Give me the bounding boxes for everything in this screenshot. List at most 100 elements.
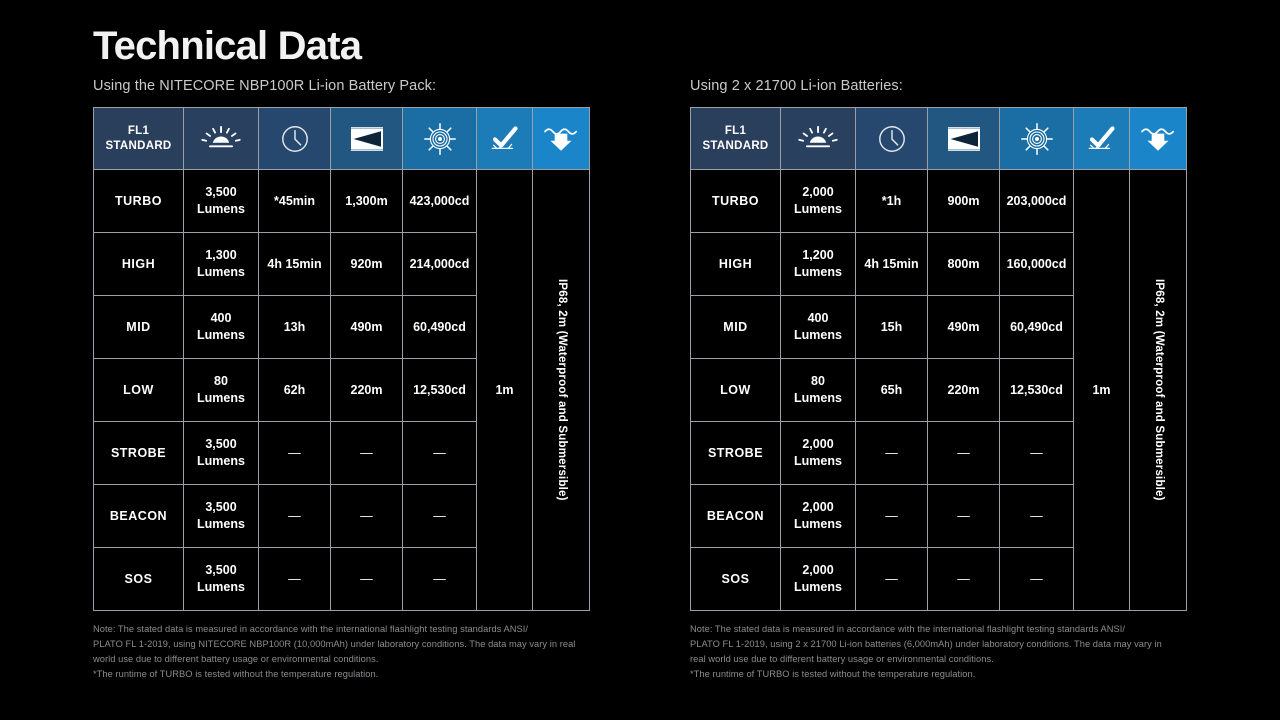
output-value: 3,500 [205,500,237,515]
table-row: STROBE 3,500 Lumens — — — [93,421,590,485]
impact-resistance-cell: 1m [1073,169,1130,611]
spec-panel-21700: Using 2 x 21700 Li-ion Batteries: FL1 STA… [690,78,1187,682]
footnote-line: PLATO FL 1-2019, using NITECORE NBP100R … [93,639,576,650]
peak-beam-intensity-icon-glyph [1000,108,1073,169]
runtime-clock-icon-glyph [259,108,330,169]
beam-distance-cell: 800m [927,232,1000,296]
spec-table-container: FL1 STANDARD [93,107,590,611]
footnote-line: *The runtime of TURBO is tested without … [690,669,976,680]
light-output-cell: 3,500 Lumens [183,547,259,611]
light-output-icon-glyph [781,108,855,169]
light-output-cell: 3,500 Lumens [183,421,259,485]
light-output-cell: 3,500 Lumens [183,484,259,548]
light-output-cell: 1,300 Lumens [183,232,259,296]
light-output-cell: 80 Lumens [780,358,856,422]
footnote-line: PLATO FL 1-2019, using 2 x 21700 Li-ion … [690,639,1162,650]
peak-intensity-cell: — [402,547,477,611]
peak-intensity-cell: 60,490cd [402,295,477,359]
beam-distance-cell: 920m [330,232,403,296]
peak-intensity-cell: — [999,421,1074,485]
peak-intensity-cell: — [999,484,1074,548]
runtime-cell: 62h [258,358,331,422]
fl1-line: FL1 [127,125,150,138]
table-row: LOW 80 Lumens 62h 220m 12,530cd [93,358,590,422]
table-row: BEACON 3,500 Lumens — — — [93,484,590,548]
mode-cell: SOS [690,547,781,611]
beam-distance-cell: — [330,421,403,485]
output-unit: Lumens [197,265,245,279]
impact-resistance-cell: 1m [476,169,533,611]
light-output-cell: 2,000 Lumens [780,484,856,548]
output-value: 3,500 [205,185,237,200]
footnote: Note: The stated data is measured in acc… [93,622,587,682]
light-output-cell: 2,000 Lumens [780,547,856,611]
runtime-cell: 13h [258,295,331,359]
peak-intensity-cell: 203,000cd [999,169,1074,233]
mode-cell: TURBO [690,169,781,233]
impact-resistance-icon [476,107,533,170]
output-value: 3,500 [205,563,237,578]
output-value: 2,000 [802,563,834,578]
table-header-row: FL1 STANDARD [93,107,590,170]
standard-line: STANDARD [702,139,769,152]
table-row: MID 400 Lumens 13h 490m 60,490cd [93,295,590,359]
output-unit: Lumens [794,328,842,342]
footnote-line: Note: The stated data is measured in acc… [690,624,1126,634]
footnote-line: *The runtime of TURBO is tested without … [93,669,379,680]
light-output-cell: 2,000 Lumens [780,169,856,233]
beam-distance-cell: 900m [927,169,1000,233]
runtime-clock-icon [855,107,928,170]
light-output-icon-glyph [184,108,258,169]
mode-cell: LOW [690,358,781,422]
beam-distance-cell: 490m [927,295,1000,359]
output-unit: Lumens [794,202,842,216]
light-output-cell: 2,000 Lumens [780,421,856,485]
peak-intensity-cell: 12,530cd [999,358,1074,422]
output-unit: Lumens [794,580,842,594]
header-fl1-standard-label: FL1 STANDARD [691,124,780,153]
header-fl1-standard: FL1 STANDARD [93,107,184,170]
output-value: 1,200 [802,248,834,263]
table-row: SOS 2,000 Lumens — — — [690,547,1187,611]
light-output-cell: 80 Lumens [183,358,259,422]
impact-resistance-icon [1073,107,1130,170]
peak-beam-intensity-icon [402,107,477,170]
standard-line: STANDARD [105,139,172,152]
output-value: 2,000 [802,500,834,515]
mode-cell: MID [690,295,781,359]
header-fl1-standard: FL1 STANDARD [690,107,781,170]
fl1-line: FL1 [724,125,747,138]
water-resistance-icon-glyph [1130,108,1186,169]
runtime-cell: — [855,547,928,611]
beam-distance-cell: — [927,547,1000,611]
peak-intensity-cell: — [402,421,477,485]
peak-beam-intensity-icon-glyph [403,108,476,169]
output-value: 80 [214,374,228,389]
runtime-cell: — [258,484,331,548]
header-fl1-standard-label: FL1 STANDARD [94,124,183,153]
beam-distance-cell: — [927,484,1000,548]
runtime-cell: — [258,547,331,611]
light-output-icon [780,107,856,170]
runtime-cell: 65h [855,358,928,422]
mode-cell: SOS [93,547,184,611]
beam-distance-cell: — [927,421,1000,485]
footnote-line: world use due to different battery usage… [93,654,379,665]
peak-intensity-cell: — [999,547,1074,611]
runtime-cell: — [258,421,331,485]
output-unit: Lumens [197,202,245,216]
beam-distance-icon-glyph [331,108,402,169]
light-output-icon [183,107,259,170]
spec-table-container: FL1 STANDARD [690,107,1187,611]
table-row: SOS 3,500 Lumens — — — [93,547,590,611]
peak-intensity-cell: 160,000cd [999,232,1074,296]
beam-distance-icon-glyph [928,108,999,169]
runtime-clock-icon [258,107,331,170]
runtime-cell: — [855,484,928,548]
water-resistance-cell: IP68, 2m (Waterproof and Submersible) [1129,169,1187,611]
beam-distance-icon [330,107,403,170]
spec-panel-nbp100r: Using the NITECORE NBP100R Li-ion Batter… [93,78,590,682]
output-value: 400 [807,311,829,326]
table-row: HIGH 1,200 Lumens 4h 15min 800m 160,000cd [690,232,1187,296]
